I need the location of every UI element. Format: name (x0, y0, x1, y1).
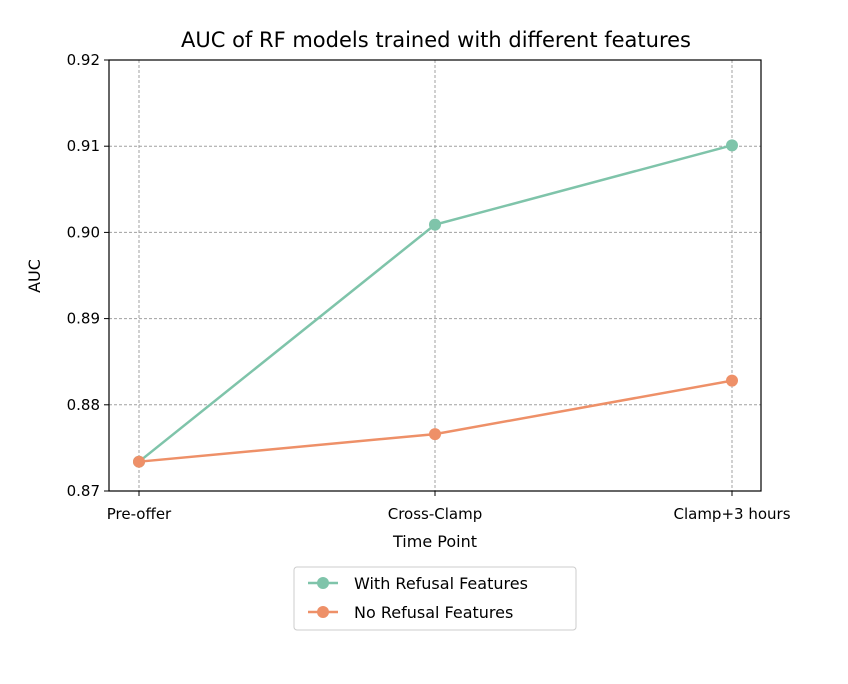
data-point-series-1 (429, 218, 441, 231)
y-axis-label: AUC (25, 259, 44, 293)
x-tick-label: Clamp+3 hours (673, 505, 790, 523)
y-tick-label: 0.90 (67, 223, 100, 241)
data-point-series-2 (726, 374, 738, 387)
x-tick-label: Cross-Clamp (388, 505, 483, 523)
axis-ticks: 0.87 0.88 0.89 0.90 0.91 0.92 Pre-offer Cross-C… (67, 51, 791, 523)
y-tick-label: 0.92 (67, 51, 100, 69)
legend-marker-1 (317, 577, 329, 589)
y-tick-label: 0.91 (67, 137, 100, 155)
chart-title: AUC of RF models trained with different … (181, 28, 691, 52)
data-point-series-1 (726, 139, 738, 152)
x-axis-label: Time Point (392, 532, 477, 551)
legend-label-1: With Refusal Features (354, 574, 528, 593)
legend-label-2: No Refusal Features (354, 603, 513, 622)
y-tick-label: 0.89 (67, 310, 100, 328)
y-tick-label: 0.87 (67, 482, 100, 500)
grid (109, 59, 761, 492)
y-tick-label: 0.88 (67, 396, 100, 414)
legend: With Refusal Features No Refusal Features (293, 566, 577, 631)
data-point-series-2 (133, 455, 145, 468)
legend-marker-2 (317, 606, 329, 618)
series-lines (133, 139, 738, 468)
legend-box (293, 566, 577, 631)
data-point-series-2 (429, 428, 441, 441)
x-tick-label: Pre-offer (107, 505, 172, 523)
